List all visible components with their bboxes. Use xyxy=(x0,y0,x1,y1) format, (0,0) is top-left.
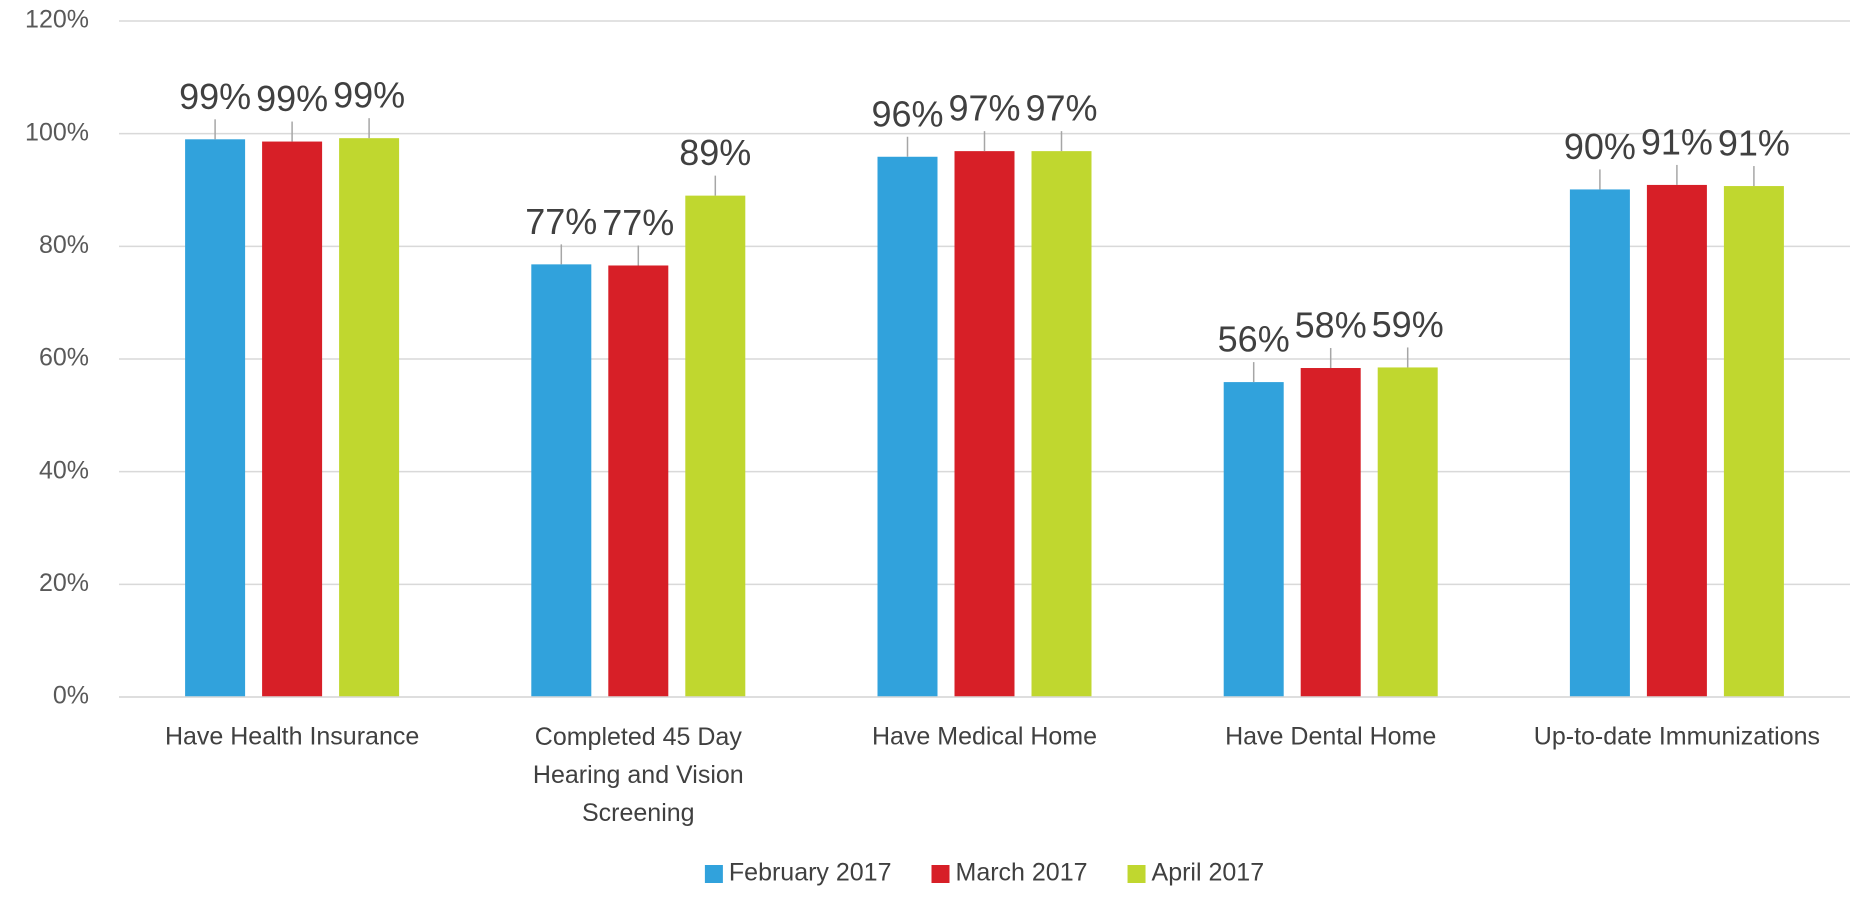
bar xyxy=(1300,368,1361,697)
data-label: 90% xyxy=(1564,126,1636,167)
bar xyxy=(877,156,938,698)
data-label: 59% xyxy=(1372,304,1444,345)
data-label: 77% xyxy=(602,202,674,243)
data-label: 91% xyxy=(1641,121,1713,162)
data-label: 56% xyxy=(1218,319,1290,360)
x-tick-label: Completed 45 Day Hearing and Vision Screen… xyxy=(533,723,744,827)
bar xyxy=(608,265,669,697)
y-tick-label: 20% xyxy=(39,569,89,597)
bar xyxy=(1377,367,1438,697)
data-label: 58% xyxy=(1295,305,1367,346)
y-tick-label: 120% xyxy=(25,6,89,34)
legend-label: March 2017 xyxy=(956,859,1088,887)
data-label: 91% xyxy=(1718,123,1790,164)
y-tick-label: 0% xyxy=(53,682,89,710)
bar xyxy=(262,141,323,697)
x-tick-label: Have Health Insurance xyxy=(165,723,419,751)
data-label: 77% xyxy=(525,201,597,242)
data-label: 97% xyxy=(948,88,1020,129)
bar xyxy=(1569,189,1630,698)
x-tick-label: Have Dental Home xyxy=(1225,723,1436,751)
bar xyxy=(185,139,246,698)
legend-label: February 2017 xyxy=(729,859,892,887)
y-tick-label: 40% xyxy=(39,456,89,484)
y-tick-label: 60% xyxy=(39,344,89,372)
legend-swatch xyxy=(1127,865,1146,883)
data-label: 97% xyxy=(1025,88,1097,129)
data-label: 96% xyxy=(871,93,943,134)
legend: February 2017 March 2017 April 2017 xyxy=(704,859,1265,887)
x-tick-label: Up-to-date Immunizations xyxy=(1534,723,1820,751)
y-tick-label: 100% xyxy=(25,118,89,146)
bar xyxy=(685,195,746,697)
bar xyxy=(1646,184,1707,697)
y-tick-label: 80% xyxy=(39,231,89,259)
bar xyxy=(1223,382,1284,697)
legend-swatch xyxy=(931,865,950,883)
data-label: 99% xyxy=(256,78,328,119)
legend-swatch xyxy=(704,865,723,883)
legend-label: April 2017 xyxy=(1152,859,1265,887)
bar xyxy=(531,264,592,697)
bar xyxy=(339,138,400,697)
bar xyxy=(954,151,1015,697)
x-tick-label: Have Medical Home xyxy=(872,723,1097,751)
data-label: 89% xyxy=(679,132,751,173)
bar xyxy=(1031,151,1092,697)
data-label: 99% xyxy=(333,75,405,116)
bar xyxy=(1723,186,1784,697)
data-label: 99% xyxy=(179,76,251,117)
